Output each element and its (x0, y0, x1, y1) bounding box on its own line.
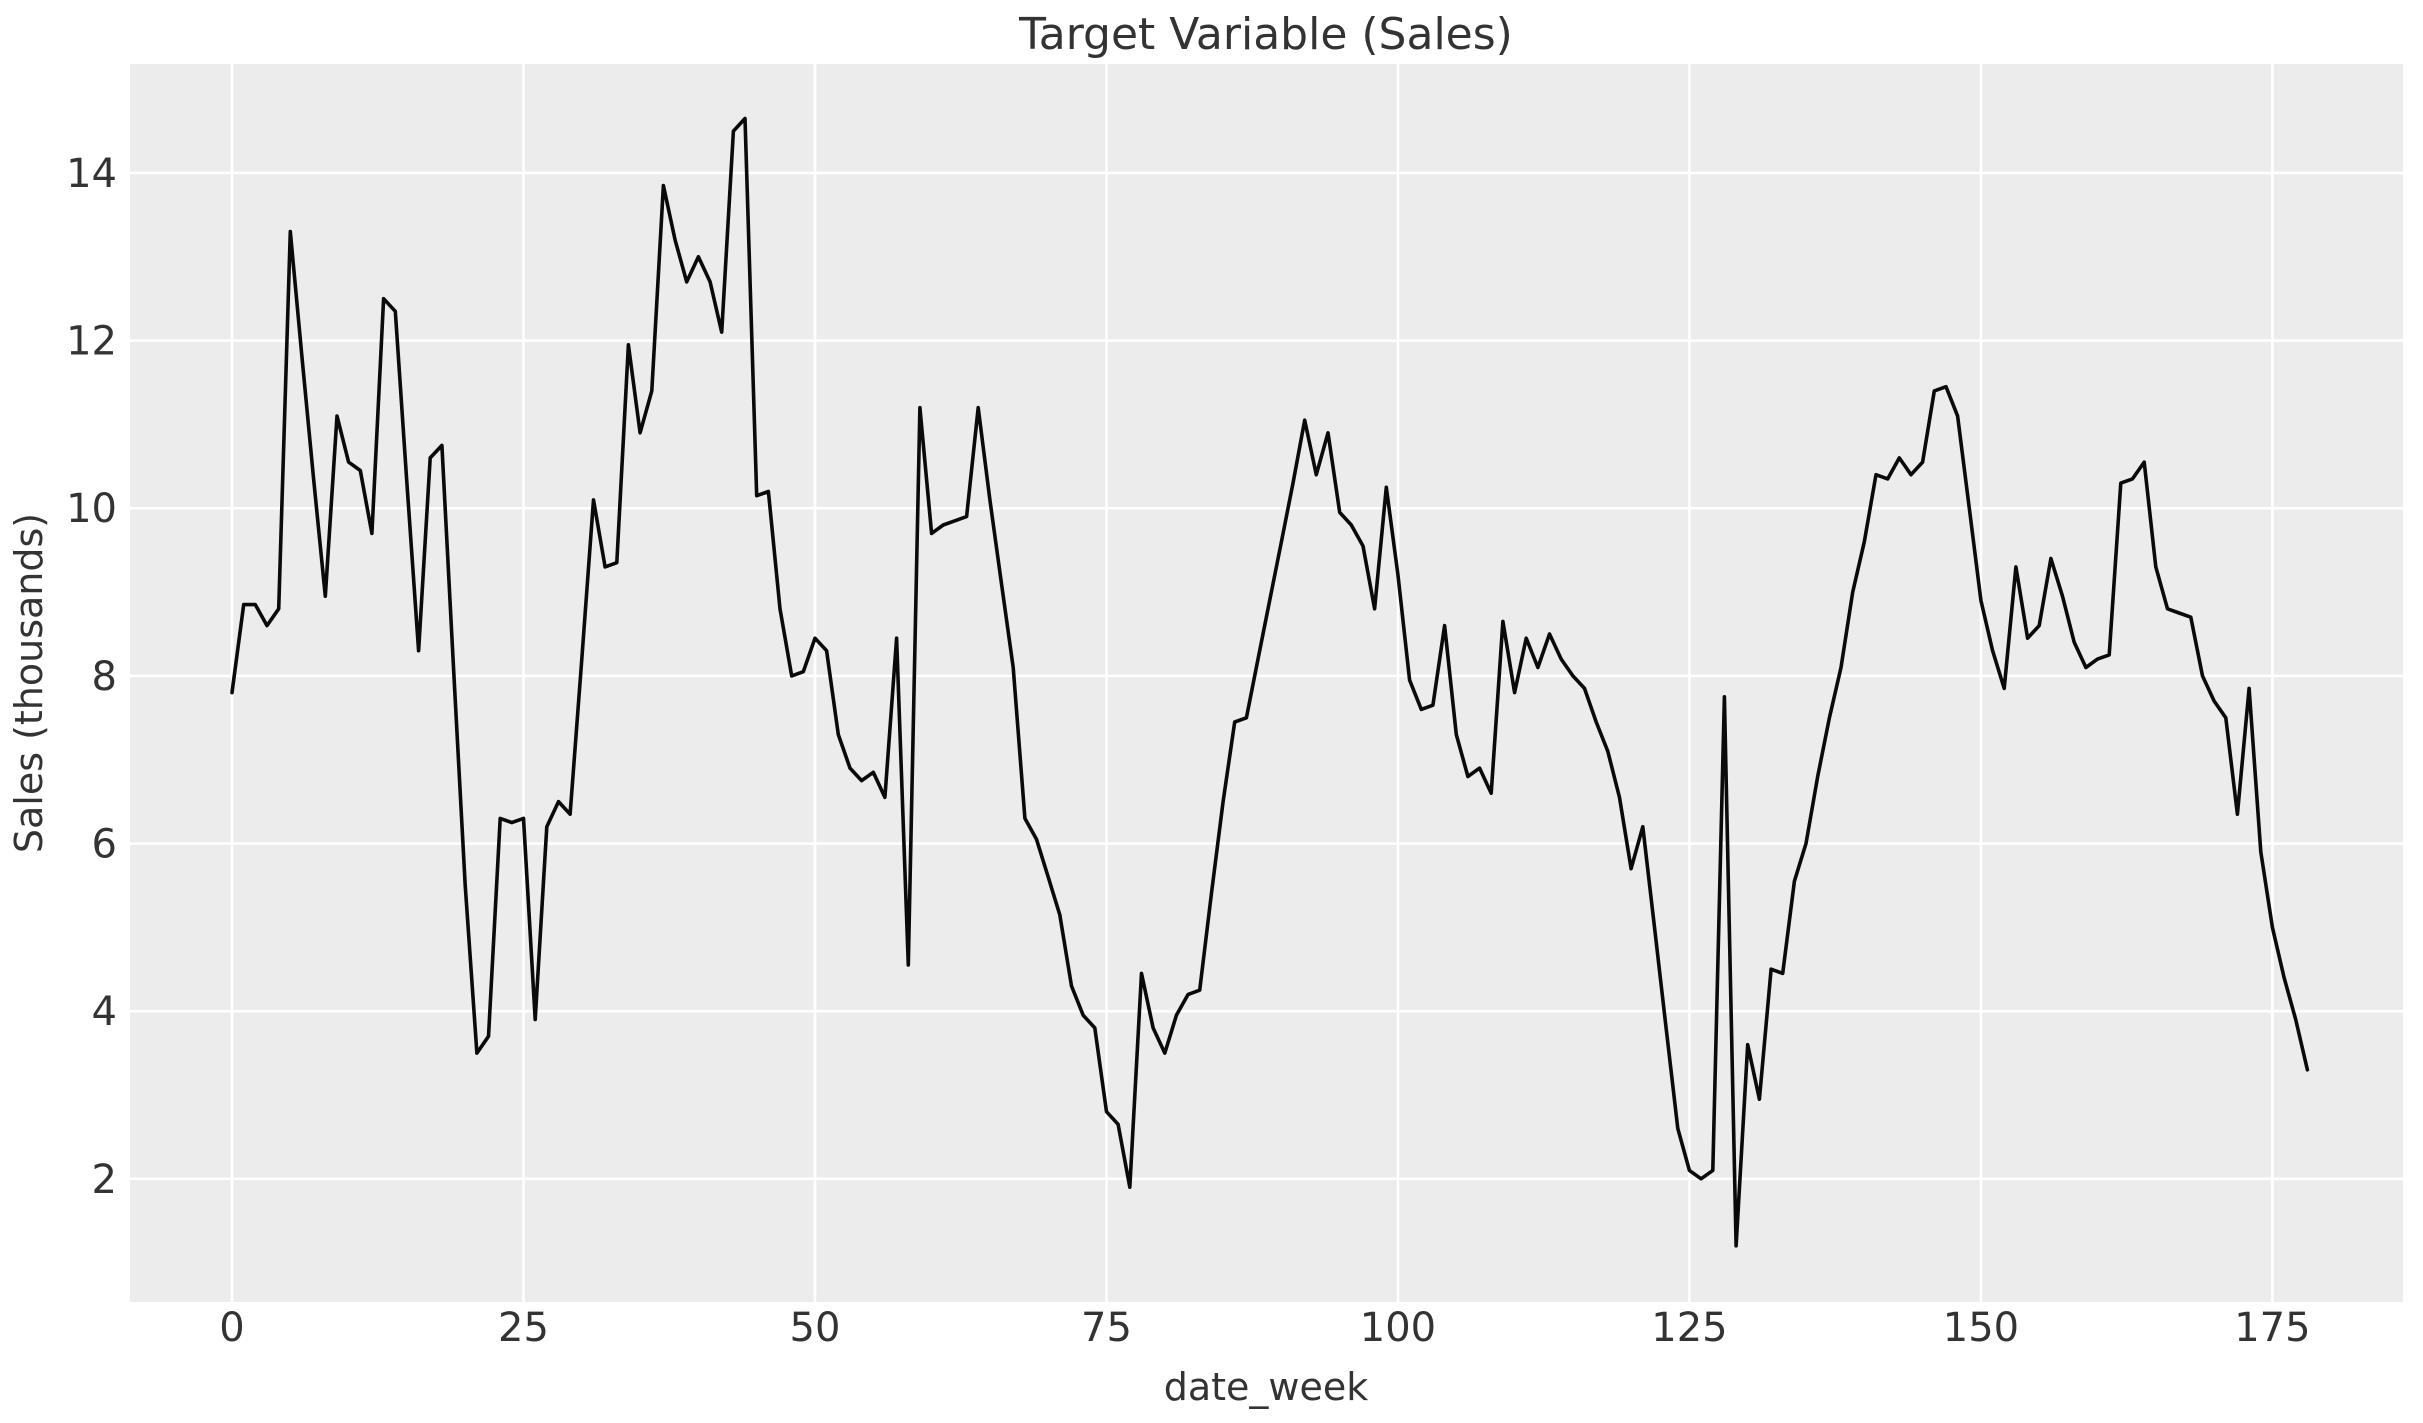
x-gridlines (230, 64, 2274, 1302)
y-tick-label: 10 (66, 486, 117, 532)
x-tick-label: 100 (1360, 1305, 1436, 1351)
x-tick-label: 0 (219, 1305, 244, 1351)
x-tick-labels: 0 25 50 75 100 125 150 175 (219, 1305, 2310, 1351)
y-tick-label: 8 (92, 654, 117, 700)
y-gridlines (130, 171, 2403, 1181)
y-tick-label: 12 (66, 319, 117, 365)
x-tick-label: 25 (498, 1305, 549, 1351)
y-tick-label: 14 (66, 151, 117, 197)
sales-series-line (230, 116, 2310, 1248)
x-tick-label: 150 (1943, 1305, 2019, 1351)
plot-background (130, 64, 2403, 1302)
chart-title: Target Variable (Sales) (1018, 9, 1513, 60)
x-tick-label: 175 (2234, 1305, 2310, 1351)
x-axis-label: date_week (1164, 1365, 1369, 1409)
y-tick-label: 4 (92, 989, 117, 1035)
x-tick-label: 125 (1651, 1305, 1727, 1351)
y-tick-label: 2 (92, 1157, 117, 1203)
x-tick-label: 50 (790, 1305, 841, 1351)
y-tick-labels: 2 4 6 8 10 12 14 (66, 151, 117, 1203)
x-tick-label: 75 (1081, 1305, 1132, 1351)
y-axis-label: Sales (thousands) (7, 513, 51, 853)
y-tick-label: 6 (92, 822, 117, 868)
